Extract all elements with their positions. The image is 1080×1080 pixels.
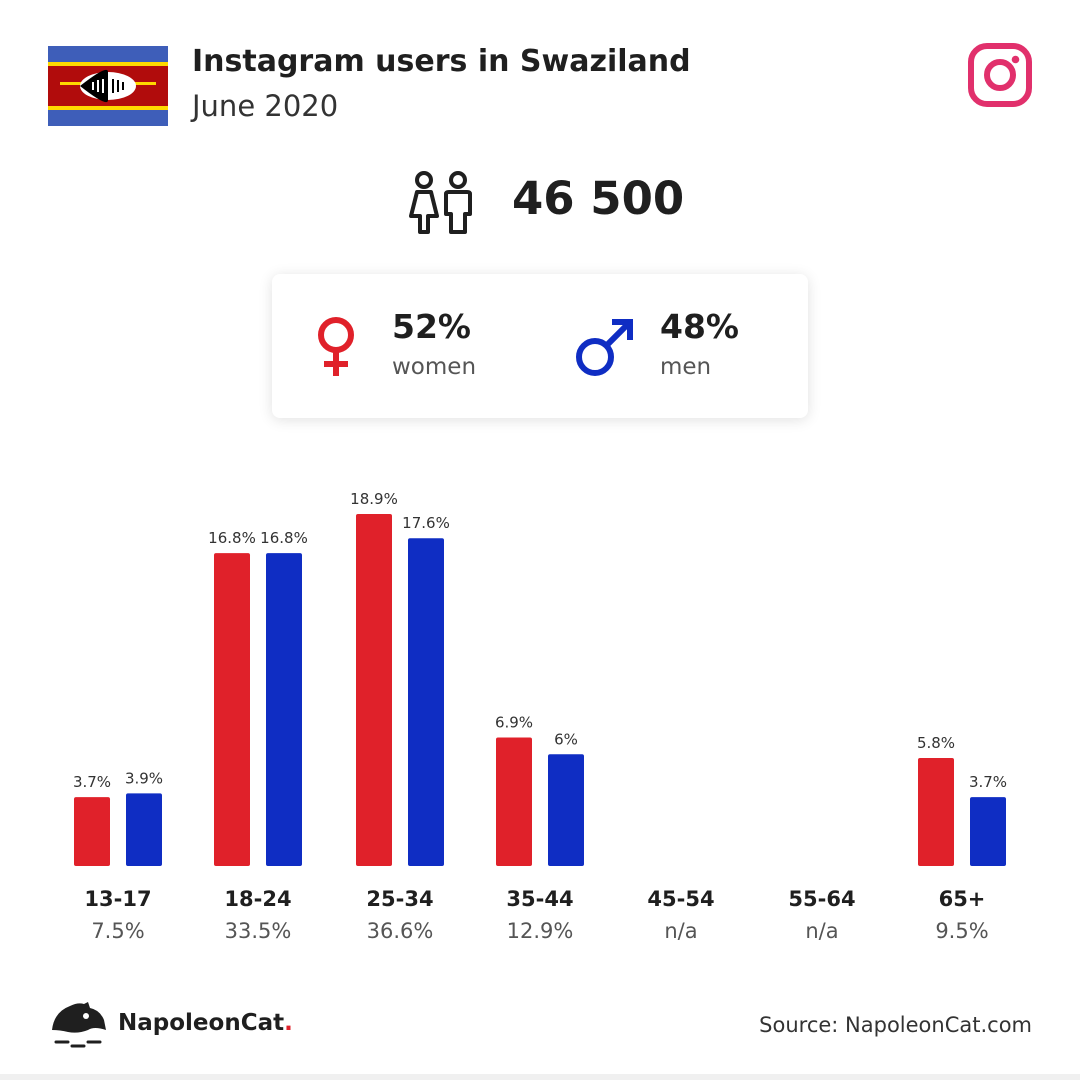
category-label-65+: 65+ [939, 887, 986, 911]
gender-split-card [272, 274, 808, 418]
bottom-divider [0, 1074, 1080, 1080]
brand-dot: . [284, 1010, 293, 1036]
women-percentage: 52% [392, 307, 471, 346]
category-total-35-44: 12.9% [507, 919, 574, 943]
men-label: men [660, 354, 712, 380]
bar-label-women-13-17: 3.7% [73, 773, 111, 791]
bar-men-35-44 [548, 754, 584, 866]
category-total-18-24: 33.5% [225, 919, 292, 943]
bar-women-18-24 [214, 553, 250, 866]
brand-name: NapoleonCat [118, 1010, 285, 1036]
women-label: women [392, 354, 477, 380]
instagram-icon [968, 43, 1032, 107]
bar-label-men-35-44: 6% [554, 730, 578, 748]
category-total-55-64: n/a [805, 919, 838, 943]
source-note: Source: NapoleonCat.com [759, 1013, 1032, 1037]
total-users: 46 500 [512, 172, 685, 225]
bar-women-25-34 [356, 514, 392, 866]
napoleoncat-logo-icon [52, 1002, 106, 1048]
bar-women-13-17 [74, 797, 110, 866]
page-title: Instagram users in Swaziland [192, 44, 691, 79]
bar-label-men-65+: 3.7% [969, 773, 1007, 791]
female-symbol-icon [318, 317, 354, 376]
category-label-18-24: 18-24 [224, 887, 291, 911]
male-symbol-icon [576, 319, 633, 376]
bar-men-65+ [970, 797, 1006, 866]
people-icon [409, 171, 472, 234]
category-label-55-64: 55-64 [788, 887, 855, 911]
bar-label-women-25-34: 18.9% [350, 490, 398, 508]
bar-women-35-44 [496, 737, 532, 866]
category-label-25-34: 25-34 [366, 887, 433, 911]
bar-label-women-35-44: 6.9% [495, 713, 533, 731]
bar-label-women-18-24: 16.8% [208, 529, 256, 547]
bar-men-18-24 [266, 553, 302, 866]
category-total-13-17: 7.5% [91, 919, 144, 943]
bar-men-25-34 [408, 538, 444, 866]
category-label-13-17: 13-17 [84, 887, 151, 911]
category-label-45-54: 45-54 [647, 887, 714, 911]
napoleoncat-brand: NapoleonCat. [118, 1010, 293, 1036]
bar-label-women-65+: 5.8% [917, 734, 955, 752]
bar-label-men-18-24: 16.8% [260, 529, 308, 547]
page-subtitle: June 2020 [192, 89, 339, 123]
swaziland-flag-icon [48, 46, 168, 126]
men-percentage: 48% [660, 307, 739, 346]
bar-men-13-17 [126, 793, 162, 866]
category-total-45-54: n/a [664, 919, 697, 943]
category-total-25-34: 36.6% [367, 919, 434, 943]
bar-label-men-25-34: 17.6% [402, 514, 450, 532]
category-total-65+: 9.5% [935, 919, 988, 943]
age-gender-bar-chart: 3.7% 3.9% 13-17 7.5% 16.8% 16.8% 18-24 33.5% 18.… [73, 490, 1007, 943]
bar-women-65+ [918, 757, 954, 866]
category-label-35-44: 35-44 [506, 887, 573, 911]
bar-label-men-13-17: 3.9% [125, 769, 163, 787]
